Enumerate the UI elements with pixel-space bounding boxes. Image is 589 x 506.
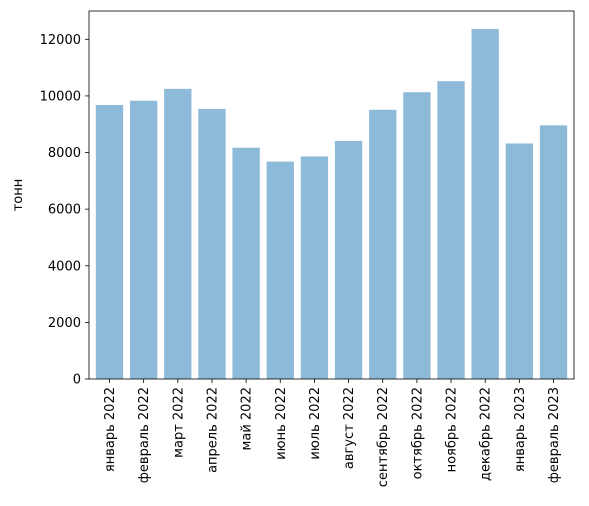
x-tick-label-14: февраль 2023: [547, 387, 562, 483]
x-tick-label-6: июнь 2022: [274, 387, 289, 460]
bar-11: [437, 81, 465, 379]
x-tick-label-10: октябрь 2022: [410, 387, 425, 479]
x-tick-label-11: ноябрь 2022: [445, 387, 460, 472]
bar-9: [369, 109, 397, 379]
x-axis: январь 2022 февраль 2022 март 2022 апрель 2…: [103, 379, 562, 487]
x-tick-label-1: январь 2022: [103, 387, 118, 472]
x-tick-label-13: январь 2023: [513, 387, 528, 472]
x-tick-label-8: август 2022: [342, 387, 357, 469]
bar-8: [334, 140, 363, 379]
bars-group: [95, 29, 568, 380]
bar-10: [403, 92, 431, 380]
y-axis-label: тонн: [11, 179, 26, 212]
bar-2: [129, 100, 158, 380]
bar-4: [198, 108, 226, 379]
y-tick-label-1: 0: [73, 373, 81, 388]
bar-12: [471, 29, 499, 380]
x-tick-label-4: апрель 2022: [205, 387, 220, 473]
bar-7: [300, 156, 329, 379]
x-tick-label-5: май 2022: [240, 387, 255, 450]
plot-frame: [88, 10, 575, 380]
y-tick-label-6: 10000: [40, 89, 81, 104]
x-tick-label-12: декабрь 2022: [479, 387, 494, 481]
x-tick-label-3: март 2022: [171, 387, 186, 458]
bar-3: [164, 88, 192, 379]
y-tick-label-4: 6000: [48, 203, 81, 218]
x-tick-label-2: февраль 2022: [137, 387, 152, 483]
bar-14: [539, 125, 568, 379]
y-tick-label-7: 12000: [40, 33, 81, 48]
bar-6: [266, 161, 294, 379]
bar-13: [505, 143, 534, 379]
bar-5: [232, 147, 260, 379]
y-axis: 0 2000 4000 6000 8000 10000 12000: [40, 33, 89, 388]
y-tick-label-5: 8000: [48, 146, 81, 161]
y-tick-label-2: 2000: [48, 316, 81, 331]
x-tick-label-7: июль 2022: [308, 387, 323, 460]
x-tick-label-9: сентябрь 2022: [376, 387, 391, 487]
y-tick-label-3: 4000: [48, 259, 81, 274]
bar-1: [95, 104, 124, 379]
